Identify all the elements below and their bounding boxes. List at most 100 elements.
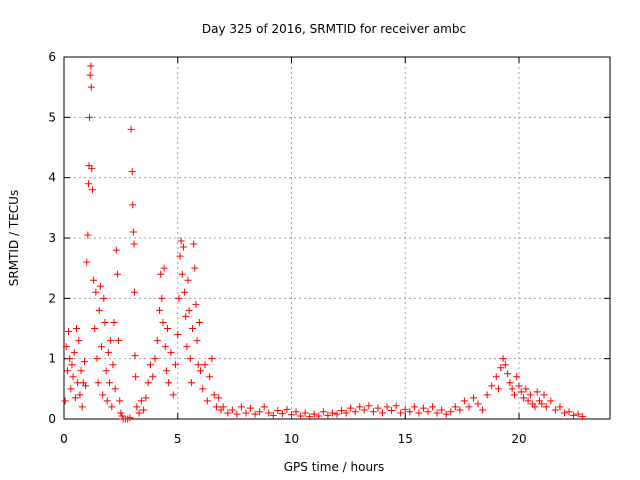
data-point — [515, 382, 523, 390]
data-point — [269, 411, 277, 419]
data-point — [153, 337, 161, 345]
data-point — [506, 379, 514, 387]
data-point — [456, 406, 464, 414]
y-tick-label: 0 — [48, 412, 56, 426]
data-point — [164, 325, 172, 332]
data-point — [215, 394, 223, 402]
data-point — [256, 408, 264, 416]
data-point — [379, 409, 386, 417]
x-tick-label: 10 — [284, 432, 299, 446]
data-point — [84, 231, 92, 239]
data-point — [547, 397, 555, 405]
data-point — [130, 240, 138, 248]
data-point — [99, 391, 107, 399]
data-point — [71, 394, 79, 402]
data-point — [189, 325, 197, 332]
data-point — [69, 373, 77, 381]
data-point — [77, 367, 85, 375]
data-point — [228, 406, 236, 414]
data-point — [524, 397, 532, 405]
data-point — [533, 388, 541, 396]
data-point — [442, 410, 450, 418]
data-point — [470, 394, 477, 402]
data-point — [526, 391, 534, 399]
data-point — [132, 373, 140, 381]
data-point — [83, 258, 91, 266]
data-point — [149, 373, 157, 381]
data-point — [247, 404, 255, 412]
data-point — [328, 409, 336, 417]
data-point — [278, 410, 286, 418]
data-point — [179, 243, 187, 251]
x-tick-label: 5 — [174, 432, 182, 446]
data-point — [429, 403, 437, 411]
data-point — [306, 413, 314, 421]
data-point — [115, 337, 123, 345]
data-point — [88, 186, 96, 194]
data-point — [212, 403, 220, 411]
data-point — [174, 331, 182, 339]
data-point — [195, 318, 203, 326]
data-points — [61, 62, 587, 423]
data-point — [333, 410, 341, 418]
data-point — [513, 373, 521, 381]
data-point — [538, 400, 546, 408]
data-point — [186, 355, 194, 363]
data-point — [194, 361, 202, 369]
data-point — [80, 358, 88, 366]
data-point — [158, 294, 166, 302]
data-point — [301, 409, 309, 417]
data-point — [551, 406, 559, 414]
data-point — [197, 367, 204, 375]
data-point — [319, 408, 327, 416]
data-point — [68, 361, 76, 369]
data-point — [508, 385, 516, 393]
data-point — [101, 318, 109, 326]
data-point — [510, 391, 518, 399]
data-point — [182, 312, 190, 320]
data-point — [479, 406, 487, 414]
data-point — [419, 404, 427, 412]
y-tick-label: 6 — [48, 50, 56, 64]
data-point — [177, 237, 185, 245]
data-point — [183, 343, 191, 351]
data-point — [522, 385, 530, 393]
data-point — [102, 367, 110, 375]
data-point — [540, 391, 548, 399]
x-tick-label: 0 — [60, 432, 68, 446]
data-point — [93, 355, 101, 363]
data-point — [465, 403, 473, 411]
data-point — [118, 412, 126, 420]
data-point — [292, 408, 300, 416]
data-point — [297, 412, 305, 420]
data-point — [133, 403, 141, 411]
data-point — [161, 343, 169, 351]
data-point — [338, 407, 346, 415]
data-point — [162, 367, 170, 375]
data-point — [499, 355, 507, 363]
data-point — [265, 409, 273, 417]
data-point — [86, 71, 94, 79]
data-point — [91, 325, 99, 332]
data-point — [167, 349, 175, 357]
data-point — [224, 409, 232, 417]
data-point — [574, 410, 582, 418]
data-point — [347, 404, 355, 412]
data-point — [210, 391, 218, 399]
data-point — [492, 373, 500, 381]
data-point — [129, 201, 137, 209]
data-point — [483, 391, 491, 399]
data-point — [199, 385, 207, 393]
data-point — [203, 397, 211, 405]
data-point — [570, 411, 578, 419]
data-point — [62, 343, 70, 351]
data-point — [94, 379, 102, 387]
data-point — [90, 276, 98, 284]
data-point — [206, 373, 214, 381]
data-point — [85, 113, 93, 121]
data-point — [497, 364, 505, 372]
data-point — [184, 276, 192, 284]
data-point — [474, 400, 482, 408]
data-point — [274, 407, 282, 415]
